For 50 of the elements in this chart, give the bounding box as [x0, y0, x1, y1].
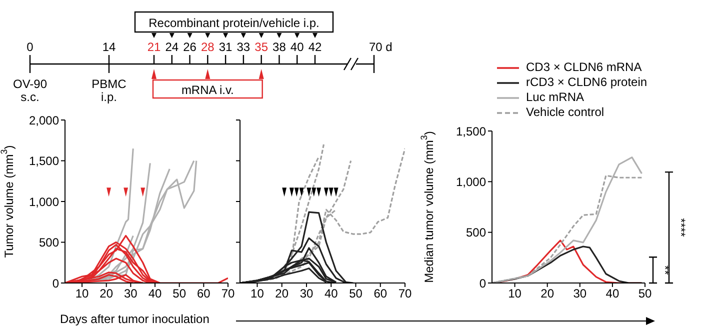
x-tick-label: 40	[324, 286, 338, 301]
x-tick-label: 20	[275, 286, 289, 301]
legend-label: Vehicle control	[526, 105, 604, 120]
x-tick-label: 40	[148, 286, 162, 301]
y-tick-label: 500	[466, 226, 486, 240]
x-tick-label: 20	[540, 286, 554, 301]
x-tick-label: 20	[100, 286, 114, 301]
x-tick-label: 30	[573, 286, 587, 301]
y-tick-label: 2,000	[28, 113, 60, 128]
text: PBMC i.p.	[92, 77, 127, 104]
x-tick-label: 30	[124, 286, 138, 301]
x-tick-label: 10	[250, 286, 264, 301]
category-label: 38	[272, 40, 286, 54]
text: mRNA i.v.	[181, 83, 234, 97]
category-label: 24	[165, 40, 179, 54]
category-label: 28	[200, 40, 215, 54]
y-tick-label: 1,500	[28, 154, 60, 168]
legend-label: Luc mRNA	[526, 90, 584, 105]
legend-label: rCD3 × CLDN6 protein	[526, 75, 648, 90]
category-label: 35	[254, 40, 268, 54]
legend-label: CD3 × CLDN6 mRNA	[526, 60, 642, 75]
x-tick-label: 10	[75, 286, 90, 301]
category-label: 42	[308, 40, 322, 54]
y-tick-label: 1,000	[28, 194, 60, 209]
x-tick-label: 70	[398, 286, 412, 301]
y-tick-label: 0	[52, 276, 60, 290]
category-label: 70 d	[369, 40, 392, 54]
category-label: 21	[147, 40, 161, 54]
x-tick-label: 70	[221, 286, 235, 301]
x-tick-label: 30	[300, 286, 314, 301]
text: Recombinant protein/vehicle i.p.	[148, 16, 320, 30]
text: OV-90 s.c.	[12, 77, 48, 104]
category-label: 14	[102, 40, 116, 54]
x-tick-label: 50	[349, 286, 363, 301]
x-tick-label: 50	[172, 286, 186, 301]
category-label: 33	[236, 40, 250, 54]
text: ****	[674, 218, 688, 238]
x-tick-label: 50	[638, 286, 652, 301]
x-tick-label: 40	[606, 286, 620, 301]
x-axis-title: Days after tumor inoculation	[60, 312, 210, 326]
y-tick-label: 1,000	[456, 174, 486, 189]
category-label: 40	[290, 40, 304, 54]
x-tick-label: 60	[374, 286, 388, 301]
y-tick-label: 500	[38, 236, 60, 250]
y-tick-label: 1,500	[456, 124, 486, 138]
y-tick-label: 0	[479, 276, 486, 290]
x-tick-label: 10	[508, 286, 522, 301]
category-label: 26	[183, 40, 197, 54]
category-label: 31	[218, 40, 233, 54]
x-tick-label: 60	[196, 286, 211, 301]
